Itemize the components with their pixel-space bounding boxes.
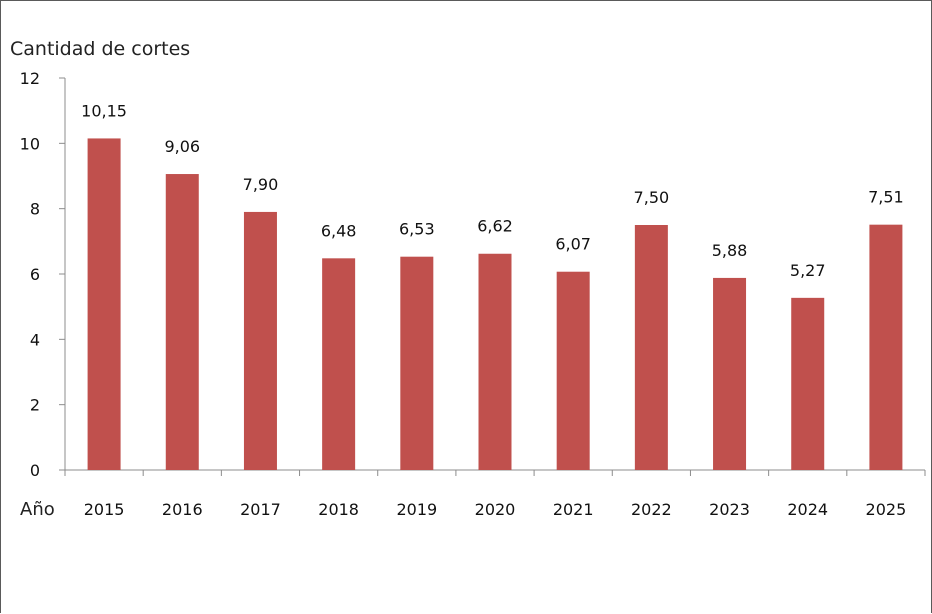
bar (87, 138, 121, 470)
y-tick-label: 6 (30, 265, 40, 284)
x-tick-label: 2018 (318, 500, 359, 519)
bar (243, 211, 277, 470)
x-tick-label: 2017 (240, 500, 281, 519)
data-label: 10,15 (81, 101, 127, 120)
data-label: 7,51 (868, 188, 904, 207)
x-tick-label: 2022 (631, 500, 672, 519)
bar (478, 253, 512, 470)
data-label: 7,50 (634, 188, 670, 207)
x-tick-label: 2015 (84, 500, 125, 519)
data-labels: 10,15 9,06 7,90 6,48 6,53 6,62 6,07 7,50 5,88 5,2… (81, 101, 904, 279)
data-label: 9,06 (164, 137, 200, 156)
y-tick-label: 12 (20, 69, 40, 88)
y-tick-label: 2 (30, 396, 40, 415)
data-label: 7,90 (243, 175, 279, 194)
y-axis-label: Cantidad de cortes (10, 38, 190, 60)
bar (791, 297, 825, 470)
y-ticks: 0 2 4 6 8 10 12 (20, 69, 65, 480)
bar (869, 224, 903, 470)
x-tick-label: 2025 (866, 500, 907, 519)
y-tick-label: 4 (30, 330, 40, 349)
y-tick-label: 8 (30, 200, 40, 219)
x-tick-label: 2020 (475, 500, 516, 519)
bars (87, 138, 903, 471)
x-tick-label: 2024 (787, 500, 828, 519)
y-tick-label: 0 (30, 461, 40, 480)
data-label: 5,27 (790, 261, 826, 280)
x-axis-label: Año (20, 499, 55, 520)
data-label: 6,07 (555, 235, 591, 254)
bar (556, 271, 590, 470)
data-label: 6,48 (321, 221, 357, 240)
x-tick-label: 2016 (162, 500, 203, 519)
y-tick-label: 10 (20, 134, 40, 153)
x-tick-label: 2021 (553, 500, 594, 519)
x-tick-label: 2019 (396, 500, 437, 519)
bar (165, 174, 199, 471)
data-label: 6,53 (399, 220, 435, 239)
x-ticks: 2015 2016 2017 2018 2019 2020 2021 2022 2023 2024… (64, 470, 926, 519)
data-label: 6,62 (477, 217, 513, 236)
bar (634, 225, 668, 470)
x-tick-label: 2023 (709, 500, 750, 519)
bar (400, 256, 434, 470)
bar (322, 258, 356, 470)
bar (713, 277, 747, 470)
data-label: 5,88 (712, 241, 748, 260)
